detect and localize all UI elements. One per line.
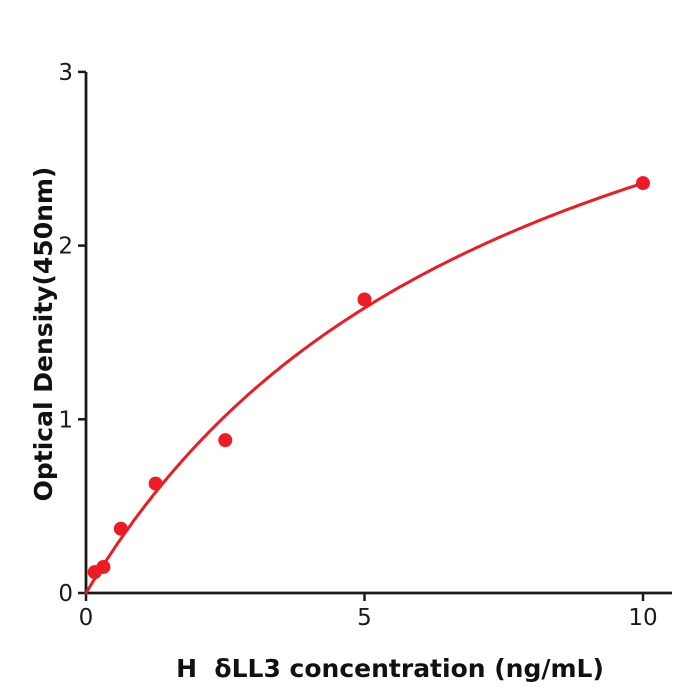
data-point	[218, 433, 233, 448]
x-tick-label: 10	[628, 605, 657, 631]
y-tick-label: 0	[58, 581, 73, 607]
y-tick-label: 2	[58, 234, 73, 260]
data-point	[113, 521, 128, 536]
data-point	[148, 476, 163, 491]
x-tick-label: 0	[79, 605, 94, 631]
x-tick-label: 5	[357, 605, 372, 631]
y-tick-label: 3	[58, 60, 73, 86]
x-axis-ticks: 0 5 10	[79, 593, 658, 631]
y-axis-ticks: 0 1 2 3	[58, 60, 86, 607]
y-axis-title: Optical Density(450nm)	[29, 167, 58, 502]
data-point	[357, 292, 372, 307]
data-point	[636, 176, 650, 191]
data-point	[96, 559, 111, 574]
fit-curve-line	[84, 181, 645, 595]
x-axis-title: H δLL3 concentration (ng/mL)	[176, 654, 604, 683]
data-points	[87, 176, 650, 580]
y-tick-label: 1	[58, 407, 73, 433]
